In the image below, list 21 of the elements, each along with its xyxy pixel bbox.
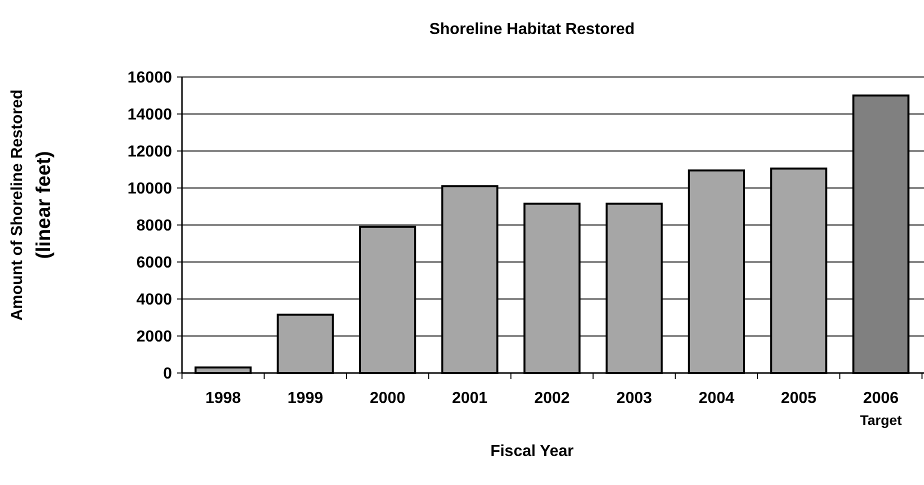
y-tick-label: 2000 — [136, 328, 172, 346]
y-axis-title: Amount of Shoreline Restored (linear feet) — [9, 89, 55, 321]
x-tick-label: 1998 — [205, 390, 242, 407]
x-tick-label: 2002 — [534, 390, 570, 407]
y-tick-label: 8000 — [136, 218, 172, 235]
y-tick-label: 10000 — [128, 180, 172, 198]
x-tick-label: 2001 — [452, 390, 488, 407]
x-tick-label: 2003 — [616, 390, 652, 407]
y-tick-label: 0 — [163, 366, 172, 383]
y-tick-label: 16000 — [128, 70, 172, 87]
x-axis-title: Fiscal Year — [490, 443, 574, 460]
x-tick-label: 2004 — [698, 390, 734, 407]
y-tick-label: 4000 — [136, 292, 172, 309]
x-tick-label: 2005 — [780, 390, 817, 407]
chart-title: Shoreline Habitat Restored — [429, 21, 635, 38]
x-tick-label: 2000 — [370, 390, 406, 407]
y-tick-label: 14000 — [128, 106, 172, 124]
y-tick-label: 6000 — [136, 254, 172, 272]
x-tick-label: 2006 Target — [860, 390, 902, 428]
x-tick-label: 1999 — [288, 390, 324, 407]
y-tick-label: 12000 — [128, 144, 172, 161]
